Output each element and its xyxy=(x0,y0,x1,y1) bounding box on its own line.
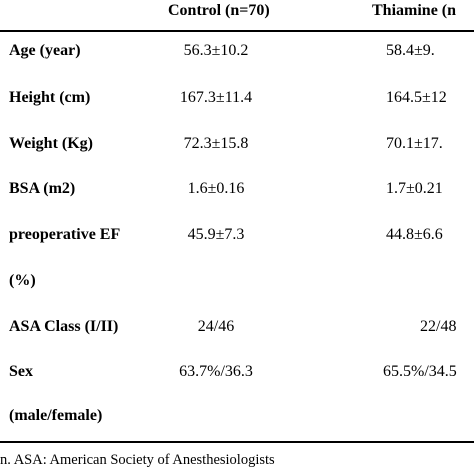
header-thiamine: Thiamine (n xyxy=(372,2,457,19)
row-label-bsa: BSA (m2) xyxy=(9,180,76,197)
footnote: n. ASA: American Society of Anesthesiolo… xyxy=(0,452,275,468)
cell-age-thiamine: 58.4±9. xyxy=(386,42,435,59)
header-control: Control (n=70) xyxy=(168,2,270,19)
cell-weight-control: 72.3±15.8 xyxy=(183,135,249,152)
cell-ef-control: 45.9±7.3 xyxy=(187,226,245,243)
row-label-weight: Weight (Kg) xyxy=(9,135,93,152)
cell-asa-control: 24/46 xyxy=(197,318,235,335)
row-label-height: Height (cm) xyxy=(9,89,91,106)
cell-age-control: 56.3±10.2 xyxy=(183,42,249,59)
row-label-asa: ASA Class (I/II) xyxy=(9,318,119,335)
row-label-sex-unit: (male/female) xyxy=(9,407,103,424)
header-rule xyxy=(0,30,474,32)
cell-bsa-thiamine: 1.7±0.21 xyxy=(386,180,443,197)
cell-ef-thiamine: 44.8±6.6 xyxy=(386,226,443,243)
cell-weight-thiamine: 70.1±17. xyxy=(386,135,443,152)
row-label-ef-unit: (%) xyxy=(9,272,36,289)
bottom-rule xyxy=(0,441,474,443)
row-label-age: Age (year) xyxy=(9,42,81,59)
cell-sex-control: 63.7%/36.3 xyxy=(179,363,253,380)
cell-sex-thiamine: 65.5%/34.5 xyxy=(383,363,457,380)
cell-height-control: 167.3±11.4 xyxy=(179,89,253,106)
row-label-ef: preoperative EF xyxy=(9,226,121,243)
row-label-sex: Sex xyxy=(9,363,33,380)
cell-height-thiamine: 164.5±12 xyxy=(386,89,447,106)
cell-asa-thiamine: 22/48 xyxy=(420,318,457,335)
cell-bsa-control: 1.6±0.16 xyxy=(187,180,245,197)
